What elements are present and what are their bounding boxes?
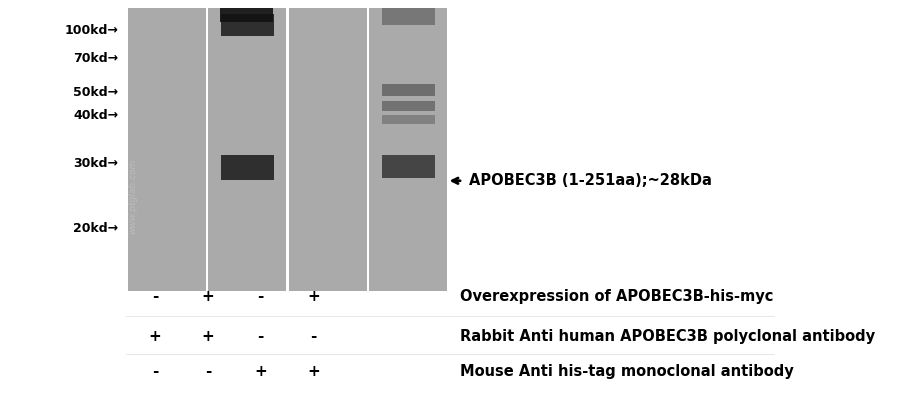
Text: Rabbit Anti human APOBEC3B polyclonal antibody: Rabbit Anti human APOBEC3B polyclonal an… — [460, 329, 875, 343]
Text: -: - — [257, 289, 264, 304]
Text: +: + — [148, 329, 161, 343]
Text: -: - — [204, 364, 210, 379]
Text: 40kd→: 40kd→ — [73, 109, 118, 122]
Text: -: - — [257, 329, 264, 343]
Text: +: + — [307, 364, 320, 379]
Text: 30kd→: 30kd→ — [74, 157, 118, 170]
Bar — [369, 8, 447, 291]
Text: 50kd→: 50kd→ — [73, 86, 118, 99]
Text: www.ptglab.com: www.ptglab.com — [129, 159, 137, 234]
Text: -: - — [152, 364, 158, 379]
Bar — [221, 13, 273, 36]
Text: Overexpression of APOBEC3B-his-myc: Overexpression of APOBEC3B-his-myc — [460, 289, 773, 304]
Text: +: + — [255, 364, 267, 379]
Text: +: + — [201, 329, 214, 343]
Bar — [220, 8, 273, 22]
Bar — [381, 8, 434, 25]
Bar — [208, 8, 286, 291]
Text: +: + — [201, 289, 214, 304]
Bar — [381, 101, 434, 111]
Text: 20kd→: 20kd→ — [73, 222, 118, 235]
Text: APOBEC3B (1-251aa);~28kDa: APOBEC3B (1-251aa);~28kDa — [468, 173, 710, 188]
Bar — [381, 116, 434, 124]
Text: Mouse Anti his-tag monoclonal antibody: Mouse Anti his-tag monoclonal antibody — [460, 364, 793, 379]
Bar — [221, 155, 273, 180]
Text: 70kd→: 70kd→ — [73, 52, 118, 65]
Text: 100kd→: 100kd→ — [64, 24, 118, 37]
Bar — [381, 84, 434, 95]
Bar — [289, 8, 366, 291]
Text: -: - — [311, 329, 317, 343]
Text: -: - — [152, 289, 158, 304]
Text: +: + — [307, 289, 320, 304]
Bar — [128, 8, 205, 291]
Bar — [381, 155, 434, 178]
